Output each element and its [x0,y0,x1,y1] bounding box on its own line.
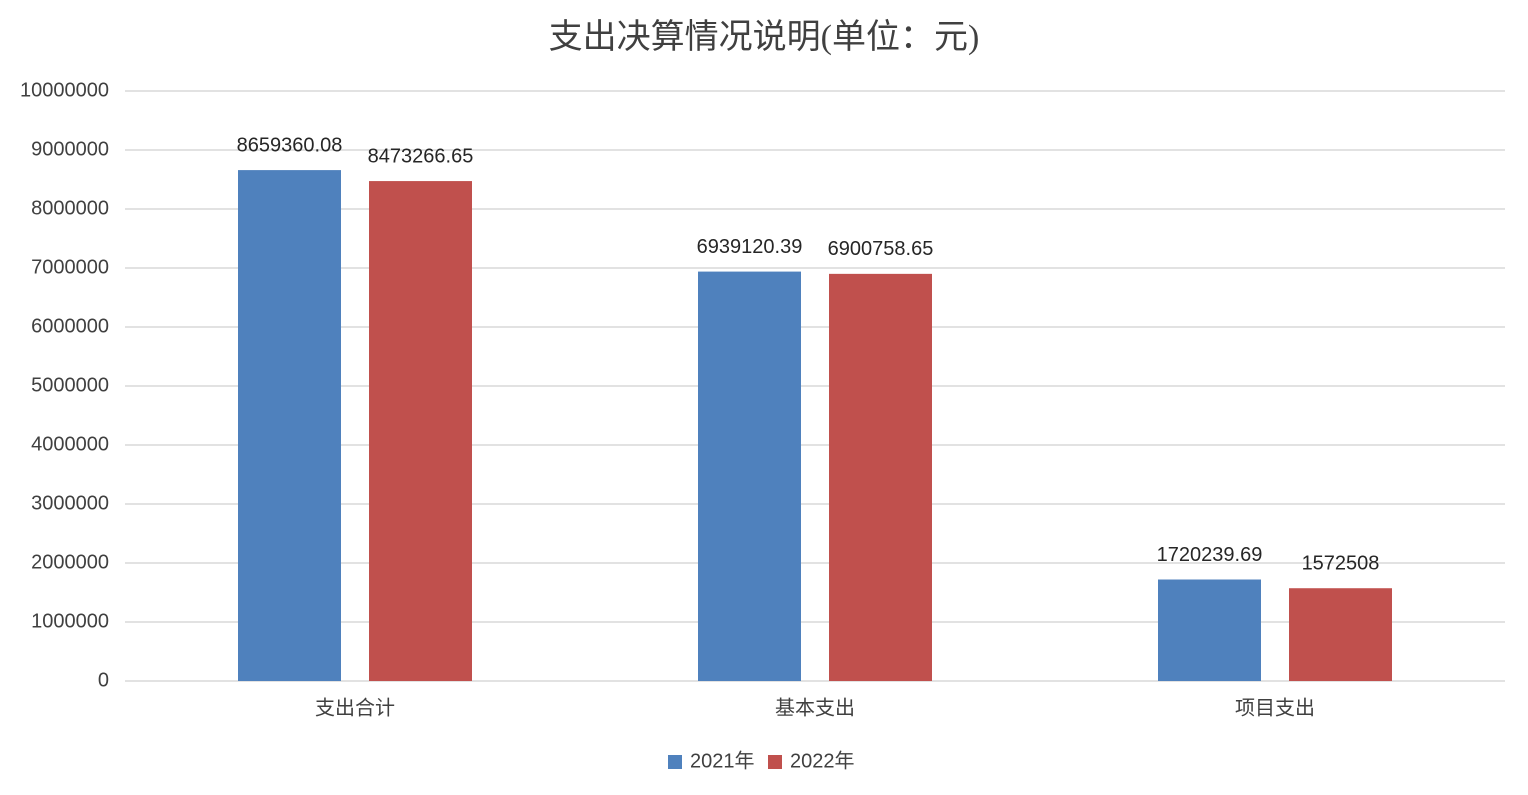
value-label: 1720239.69 [1157,544,1263,566]
y-tick-label: 9000000 [31,138,109,160]
bar [1289,588,1392,681]
chart-title: 支出决算情况说明(单位：元) [549,18,980,56]
y-tick-label: 7000000 [31,256,109,278]
bar [1158,579,1261,681]
y-tick-label: 5000000 [31,374,109,396]
bar [238,170,341,681]
y-tick-label: 10000000 [20,79,109,101]
y-tick-label: 6000000 [31,315,109,337]
y-tick-label: 8000000 [31,197,109,219]
legend-label: 2021年 [690,749,755,772]
y-tick-label: 4000000 [31,433,109,455]
y-tick-label: 0 [98,669,109,691]
y-tick-label: 1000000 [31,610,109,632]
value-label: 8473266.65 [368,145,474,167]
legend-swatch [768,755,782,769]
value-label: 6900758.65 [828,238,934,260]
bar [369,181,472,681]
bar [829,273,932,681]
y-tick-label: 3000000 [31,492,109,514]
value-label: 6939120.39 [697,236,803,258]
x-tick-label: 基本支出 [775,696,855,719]
legend-swatch [668,755,682,769]
x-tick-label: 支出合计 [315,696,395,719]
x-tick-label: 项目支出 [1235,696,1315,719]
value-label: 8659360.08 [237,134,343,156]
y-tick-label: 2000000 [31,551,109,573]
legend-label: 2022年 [790,749,855,772]
bar [698,271,801,681]
value-label: 1572508 [1302,553,1380,575]
